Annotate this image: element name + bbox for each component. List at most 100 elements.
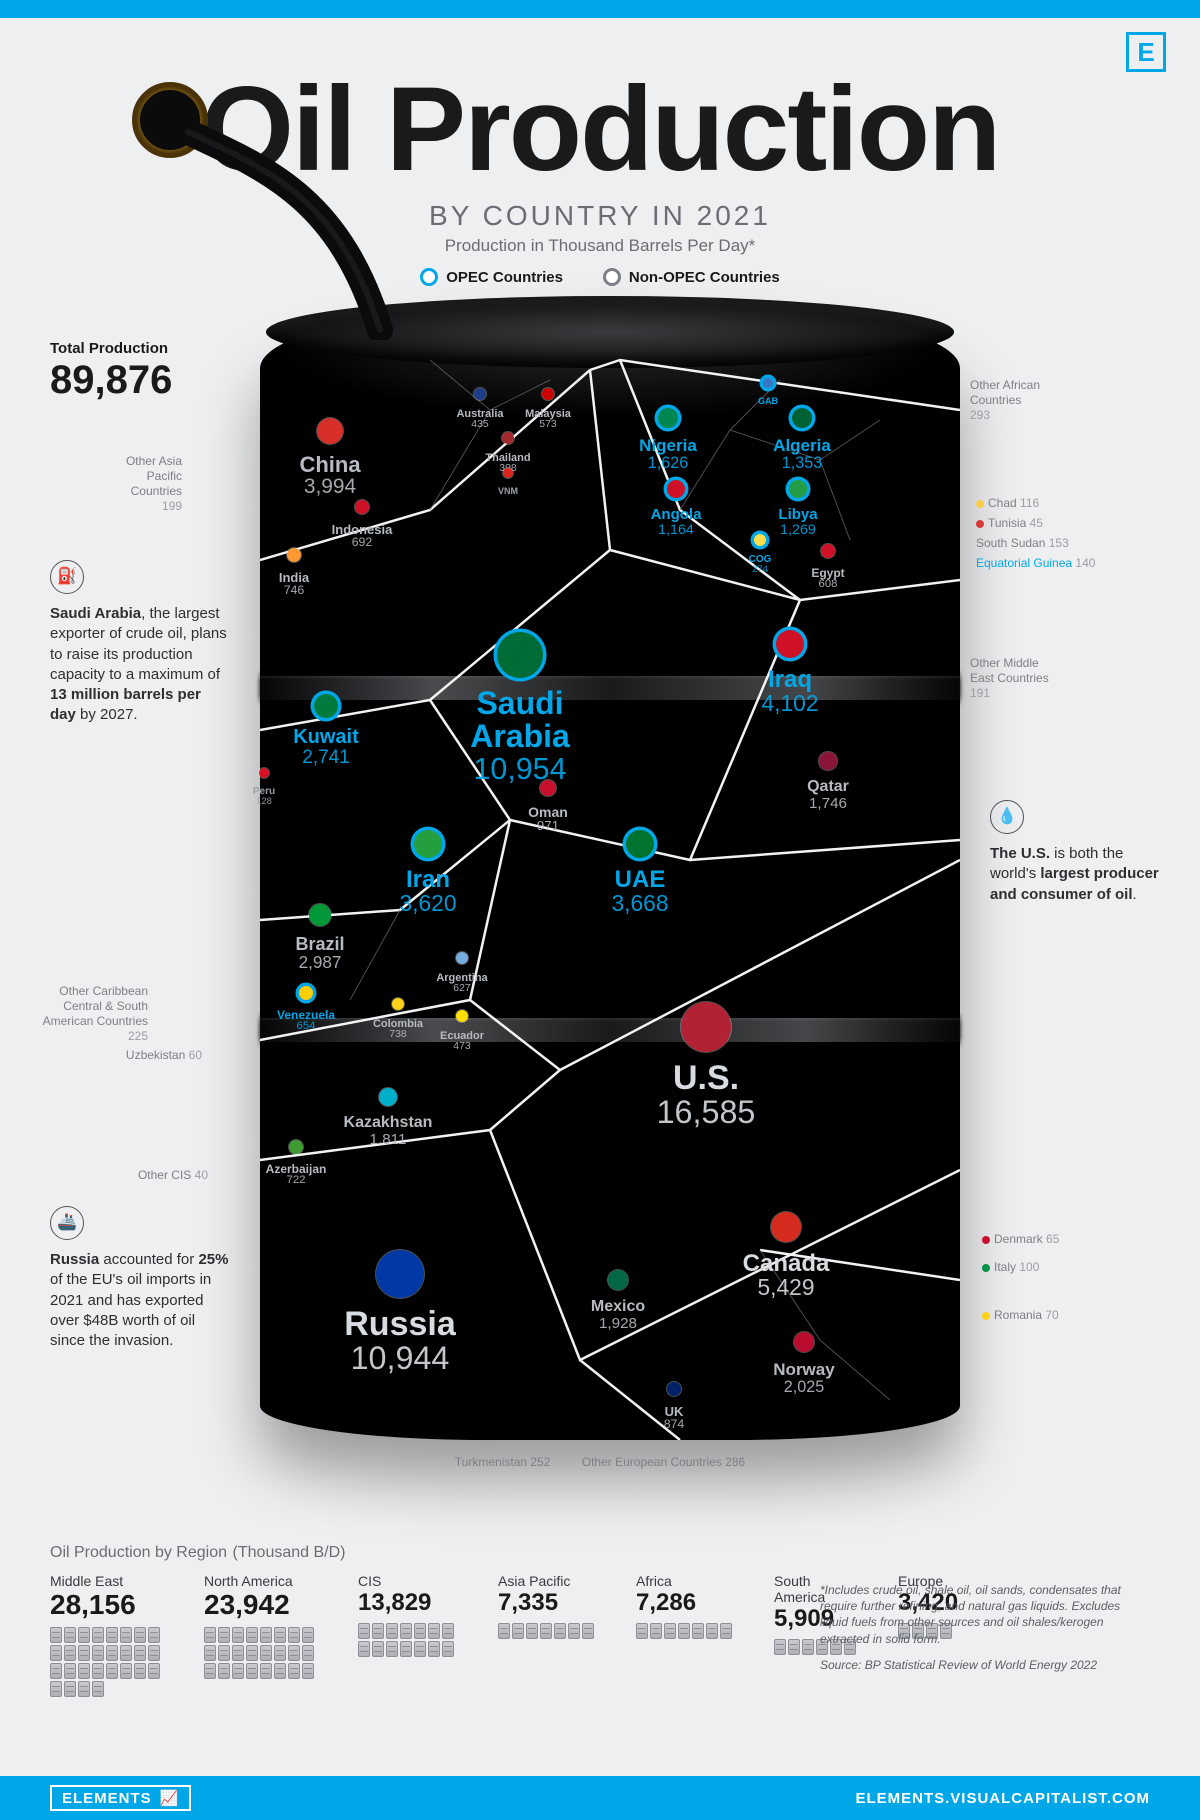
mini-barrel-icon (218, 1645, 230, 1661)
mini-barrel-icon (50, 1663, 62, 1679)
mini-barrel-icon (414, 1623, 426, 1639)
barrel-rib-1 (260, 676, 960, 700)
mini-barrel-icon (232, 1645, 244, 1661)
mini-barrel-icon (358, 1623, 370, 1639)
infographic-page: E Oil Production BY COUNTRY IN 2021 Prod… (0, 0, 1200, 1820)
barrel-visualization (260, 300, 960, 1440)
mini-barrel-icon (568, 1623, 580, 1639)
mini-barrel-icon (78, 1681, 90, 1697)
mini-barrel-icon (106, 1663, 118, 1679)
mini-barrel-icon (428, 1641, 440, 1657)
legend: OPEC Countries Non-OPEC Countries (0, 268, 1200, 286)
mini-barrel-icon (260, 1663, 272, 1679)
mini-barrel-icon (50, 1627, 62, 1643)
mini-barrel-icon (50, 1645, 62, 1661)
barrel-lid (266, 296, 954, 368)
note-us-text: The U.S. is both the world's largest pro… (990, 845, 1159, 903)
chart-icon: 📈 (160, 1789, 180, 1807)
mini-barrel-icon (134, 1663, 146, 1679)
mini-barrel-icon (288, 1645, 300, 1661)
mini-barrel-icon (386, 1641, 398, 1657)
mini-barrel-icon (554, 1623, 566, 1639)
footer-bar: ELEMENTS 📈 ELEMENTS.VISUALCAPITALIST.COM (0, 1776, 1200, 1820)
mini-barrel-icon (120, 1663, 132, 1679)
tanker-icon: 🚢 (50, 1206, 84, 1240)
mini-barrel-icon (512, 1623, 524, 1639)
ext-label: Equatorial Guinea 140 (976, 556, 1095, 571)
ext-label: Tunisia 45 (976, 516, 1043, 531)
top-accent-bar (0, 0, 1200, 18)
mini-barrel-icon (650, 1623, 662, 1639)
mini-barrel-icon (802, 1639, 814, 1655)
mini-barrel-icon (260, 1627, 272, 1643)
note-saudi: ⛽ Saudi Arabia, the largest exporter of … (50, 560, 230, 726)
total-production-label: Total Production (50, 340, 168, 357)
mini-barrel-icon (706, 1623, 718, 1639)
mini-barrel-icon (442, 1623, 454, 1639)
mini-barrel-icon (92, 1645, 104, 1661)
mini-barrel-icon (232, 1627, 244, 1643)
subtitle: BY COUNTRY IN 2021 (0, 200, 1200, 232)
ext-label: Uzbekistan 60 (126, 1048, 202, 1063)
opec-ring-icon (420, 268, 438, 286)
mini-barrel-icon (92, 1627, 104, 1643)
mini-barrel-icon (692, 1623, 704, 1639)
footer-brand: ELEMENTS 📈 (50, 1785, 191, 1811)
mini-barrel-icon (540, 1623, 552, 1639)
mini-barrel-icon (302, 1663, 314, 1679)
mini-barrel-icon (302, 1627, 314, 1643)
mini-barrel-icon (246, 1645, 258, 1661)
label-turkmenistan: Turkmenistan 252 (455, 1455, 551, 1469)
drop-icon: 💧 (990, 800, 1024, 834)
non-opec-ring-icon (603, 268, 621, 286)
source-text: Source: BP Statistical Review of World E… (820, 1657, 1150, 1673)
mini-barrel-icon (526, 1623, 538, 1639)
mini-barrel-icon (120, 1645, 132, 1661)
mini-barrel-icon (400, 1641, 412, 1657)
mini-barrel-icon (148, 1663, 160, 1679)
ext-label: Other CaribbeanCentral & SouthAmerican C… (43, 984, 148, 1044)
mini-barrel-icon (400, 1623, 412, 1639)
mini-barrel-icon (260, 1645, 272, 1661)
footer-brand-text: ELEMENTS (62, 1790, 152, 1807)
mini-barrel-icon (582, 1623, 594, 1639)
mini-barrel-icon (78, 1663, 90, 1679)
regions-unit: (Thousand B/D) (233, 1544, 346, 1561)
mini-barrel-icon (64, 1645, 76, 1661)
mini-barrel-icon (106, 1645, 118, 1661)
barrel-body (260, 300, 960, 1440)
subtitle-2: Production in Thousand Barrels Per Day* (0, 236, 1200, 256)
mini-barrel-icon (664, 1623, 676, 1639)
mini-barrel-icon (204, 1645, 216, 1661)
mini-barrel-icon (774, 1639, 786, 1655)
mini-barrel-icon (64, 1681, 76, 1697)
regions-title: Oil Production by Region (Thousand B/D) (50, 1540, 1150, 1563)
total-production-value: 89,876 (50, 358, 172, 403)
ext-label: Romania 70 (982, 1308, 1059, 1323)
mini-barrel-icon (274, 1645, 286, 1661)
mini-barrel-icon (788, 1639, 800, 1655)
region-middle-east: Middle East 28,156 (50, 1573, 162, 1697)
mini-barrel-icon (204, 1627, 216, 1643)
ext-label: Other AsiaPacificCountries199 (126, 454, 182, 514)
barrel-rib-2 (260, 1018, 960, 1042)
mini-barrel-icon (288, 1627, 300, 1643)
mini-barrel-icon (372, 1641, 384, 1657)
mini-barrel-icon (218, 1663, 230, 1679)
mini-barrel-icon (78, 1627, 90, 1643)
mini-barrel-icon (274, 1627, 286, 1643)
mini-barrel-icon (64, 1663, 76, 1679)
label-other-europe: Other European Countries 286 (582, 1455, 745, 1469)
mini-barrel-icon (204, 1663, 216, 1679)
region-asia-pacific: Asia Pacific 7,335 (498, 1573, 594, 1639)
mini-barrel-icon (288, 1663, 300, 1679)
mini-barrel-icon (636, 1623, 648, 1639)
legend-non-label: Non-OPEC Countries (629, 269, 780, 286)
mini-barrel-icon (246, 1663, 258, 1679)
ext-label: Other MiddleEast Countries191 (970, 656, 1049, 701)
oil-rig-icon: ⛽ (50, 560, 84, 594)
mini-barrel-icon (78, 1645, 90, 1661)
mini-barrel-icon (134, 1627, 146, 1643)
page-title: Oil Production (0, 60, 1200, 198)
mini-barrel-icon (372, 1623, 384, 1639)
